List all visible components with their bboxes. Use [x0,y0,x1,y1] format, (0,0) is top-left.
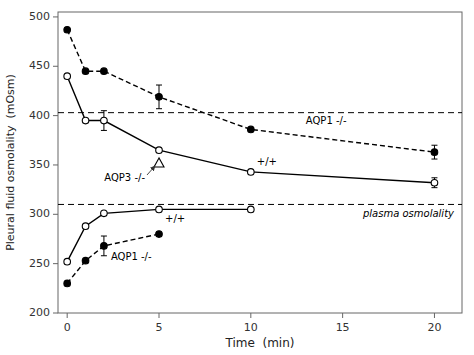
data-point [82,257,89,264]
plot-area [58,26,462,286]
y-tick [53,313,58,314]
series-line [67,234,159,283]
x-tick [342,313,343,318]
y-tick-label: 450 [29,59,50,72]
series-label: +/+ [257,156,277,167]
data-point [82,117,89,124]
series-line [67,76,434,183]
x-tick-label: 20 [427,321,441,334]
series-line [67,30,434,152]
data-point [431,149,438,156]
reference-line [58,204,462,205]
y-tick-label: 300 [29,207,50,220]
x-tick [67,313,68,318]
y-tick [53,164,58,165]
error-bar [156,85,162,109]
data-point [156,231,163,238]
error-bar [101,111,107,131]
data-point [101,210,108,217]
x-tick-label: 10 [244,321,258,334]
data-point [248,206,255,213]
data-point [248,169,255,176]
data-point [64,258,71,265]
data-point [431,179,438,186]
y-tick [53,66,58,67]
y-tick-label: 250 [29,257,50,270]
series-label: AQP1 -/- [306,115,347,126]
error-bar [431,145,437,159]
x-tick [159,313,160,318]
x-tick-label: 5 [156,321,163,334]
series-label: AQP1 -/- [111,251,152,262]
data-point [248,126,255,133]
data-point [101,117,108,124]
x-tick [434,313,435,318]
series-label: +/+ [165,213,185,224]
data-point [101,68,108,75]
x-tick [250,313,251,318]
error-bar [101,236,107,256]
data-point [156,94,163,101]
data-point [82,223,89,230]
chart: 0 5 10 15 20 200 250 300 350 400 450 500 Time (min) P… [0,0,474,355]
y-axis-label: Pleural fluid osmolality (mOsm) [4,74,17,251]
series-label: AQP3 -/- [104,172,145,183]
y-tick [53,263,58,264]
x-tick-label: 0 [64,321,71,334]
x-tick-label: 15 [336,321,350,334]
data-point [64,26,71,33]
data-point [101,243,108,250]
y-tick [53,16,58,17]
data-point [82,68,89,75]
error-bar [431,178,437,188]
data-point [64,280,71,287]
y-tick [53,214,58,215]
y-tick-label: 500 [29,10,50,23]
reference-line-label: plasma osmolality [362,208,455,219]
plot-frame [58,12,462,313]
y-tick [53,115,58,116]
y-tick-label: 200 [29,306,50,319]
reference-line [58,112,462,113]
data-point [156,147,163,154]
annotation-arrow [147,166,155,175]
y-tick-label: 350 [29,158,50,171]
data-point [156,206,163,213]
x-axis-label: Time (min) [225,336,295,350]
y-tick-label: 400 [29,109,50,122]
data-point [154,158,164,167]
data-point [64,73,71,80]
